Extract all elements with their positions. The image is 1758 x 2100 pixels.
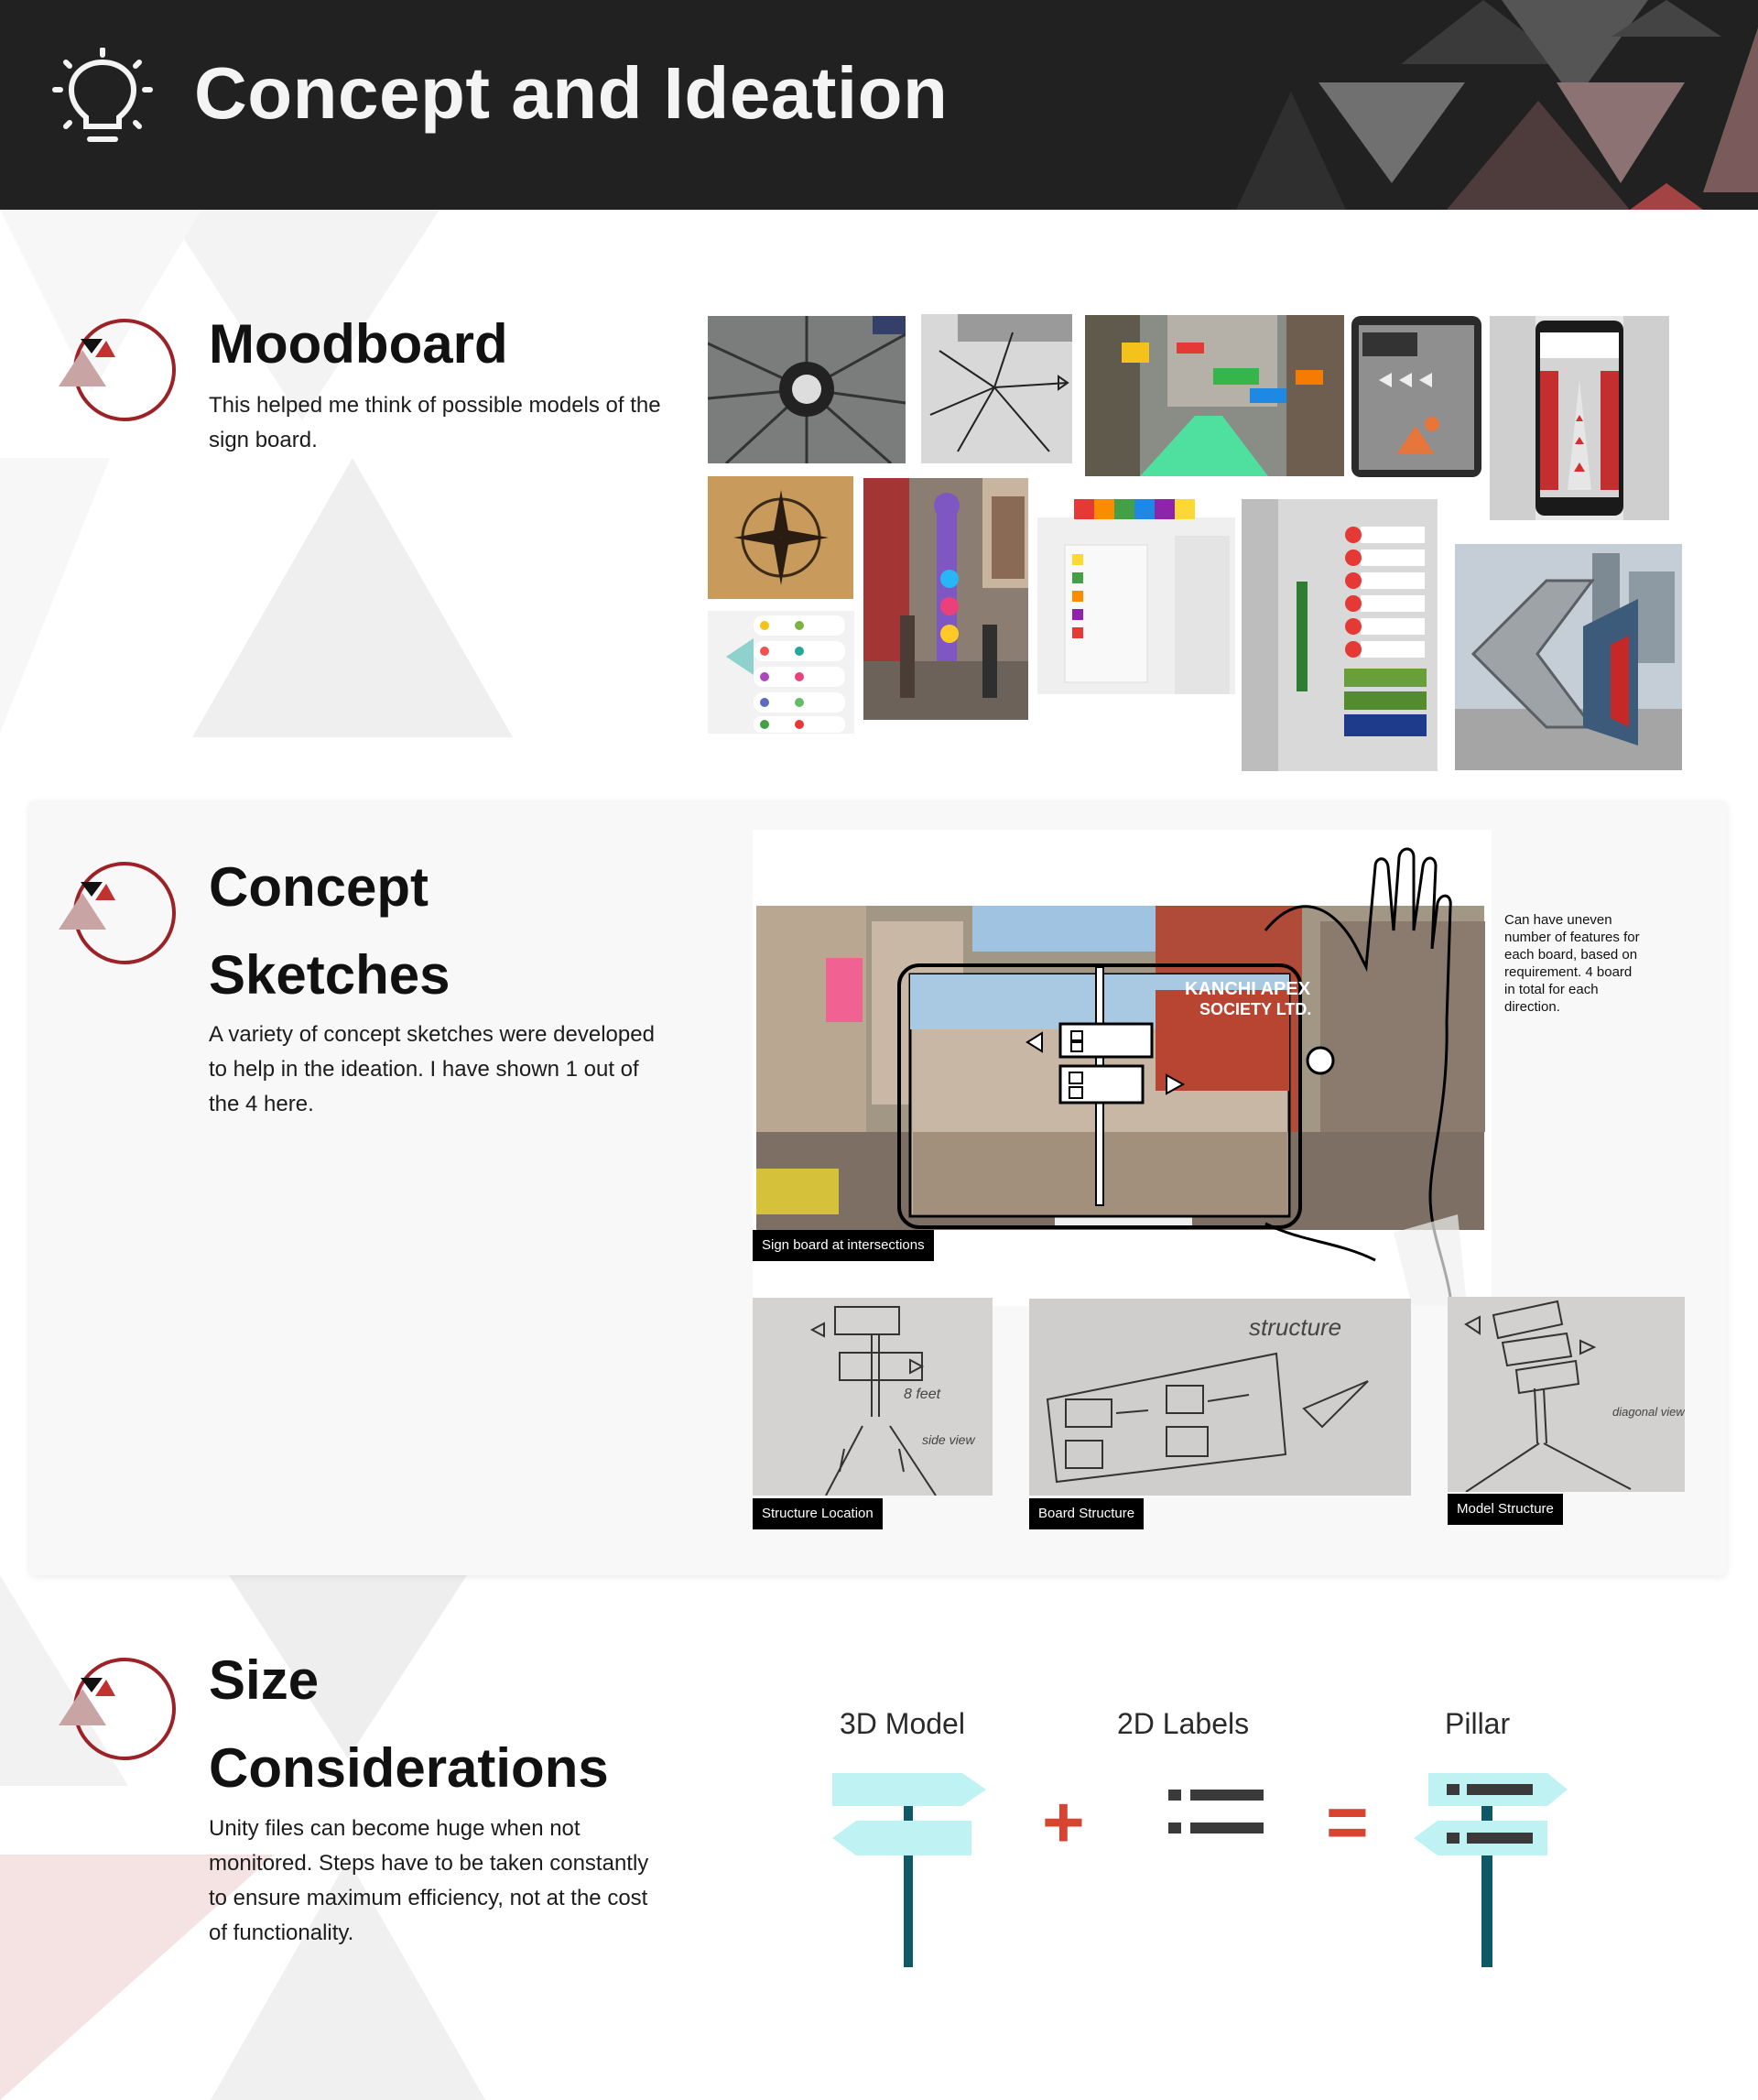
sketch-structure-text: structure [1249,1313,1341,1341]
page-title: Concept and Ideation [194,52,949,134]
bg-triangle [0,1575,128,1786]
lightbulb-icon [52,48,153,142]
concept-title-line2: Sketches [209,944,450,1006]
header-triangle [1630,183,1703,210]
bg-triangle [229,1575,467,1758]
moodboard-description: This helped me think of possible models … [209,393,661,452]
moodboard-arrows-floor-image [921,314,1072,463]
bg-triangle [165,210,440,420]
sketch-feet-text: 8 feet [904,1387,941,1402]
section-marker-icon [59,862,176,964]
moodboard-ar-street-image [1085,315,1344,476]
sketch-diagonal-text: diagonal view [1612,1405,1685,1419]
bg-triangle [0,458,110,733]
moodboard-phone-ar-fox-image [1351,316,1481,477]
sign-board-intersection-sketch: KANCHI APEX SOCIETY LTD. [753,830,1492,1306]
caption-structure-location: Structure Location [753,1498,883,1529]
structure-location-sketch: 8 feet side view [753,1298,993,1496]
diagram-label-pillar: Pillar [1445,1707,1511,1740]
photo-sign-text-line2: SOCIETY LTD. [1199,1000,1311,1018]
moodboard-compass-floor-image [708,316,906,463]
bg-triangle [211,1859,485,2100]
size-title-line1: Size [209,1649,320,1711]
labels-2d-icon [1168,1790,1264,1833]
caption-model-structure: Model Structure [1448,1494,1563,1525]
bg-triangle [192,458,513,737]
bg-triangle [0,210,201,393]
concept-side-note: Can have uneven number of features for e… [1504,912,1640,1015]
moodboard-city-sculpture-sign-image [1455,544,1682,770]
moodboard-floor-directory-image [708,611,854,734]
moodboard-phone-store-image [1490,316,1669,520]
signpost-pillar-icon [1414,1773,1568,1967]
moodboard-wall-sign-image [1242,499,1438,771]
plus-operator: + [1042,1781,1085,1863]
header-triangle [1318,82,1465,183]
moodboard-title: Moodboard [209,313,508,375]
diagram-label-3d-model: 3D Model [840,1707,965,1740]
moodboard-wall-directory-image [1037,499,1235,694]
equals-operator: = [1326,1781,1369,1863]
size-description: Unity files can become huge when not mon… [209,1816,649,1945]
size-title-line2: Considerations [209,1737,609,1799]
moodboard-antique-compass-image [708,476,853,599]
header-triangle [1557,82,1685,183]
moodboard-mall-pillar-image [863,478,1028,720]
section-marker-icon [59,1658,176,1760]
section-marker-icon [59,319,176,421]
photo-sign-text-line1: KANCHI APEX [1185,979,1311,999]
concept-title-line1: Concept [209,856,429,918]
model-structure-sketch: diagonal view [1448,1297,1685,1492]
caption-board-structure: Board Structure [1029,1498,1145,1529]
caption-sign-board: Sign board at intersections [753,1230,934,1261]
concept-description: A variety of concept sketches were devel… [209,1022,655,1116]
signpost-3d-model-icon [832,1773,986,1967]
diagram-label-2d-labels: 2D Labels [1117,1707,1250,1740]
sketch-side-view-text: side view [922,1432,975,1447]
board-structure-sketch: structure [1029,1299,1411,1496]
page-header: Concept and Ideation [0,0,1758,210]
header-triangle [1703,27,1758,192]
